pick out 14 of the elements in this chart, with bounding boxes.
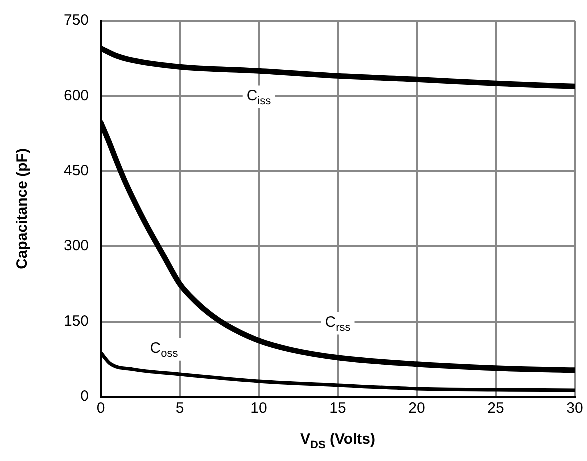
y-tick-label: 0 bbox=[80, 388, 90, 406]
y-tick-label: 450 bbox=[64, 162, 90, 180]
y-axis-title: Capacitance (pF) bbox=[14, 148, 32, 270]
x-tick-label: 20 bbox=[408, 400, 426, 418]
y-tick-label: 300 bbox=[64, 238, 90, 255]
x-tick-label: 10 bbox=[250, 400, 268, 418]
x-tick-label: 25 bbox=[488, 400, 504, 418]
y-tick-label: 150 bbox=[64, 312, 90, 330]
x-tick-label: 15 bbox=[330, 400, 346, 418]
x-tick-label: 0 bbox=[96, 400, 106, 418]
y-tick-label: 750 bbox=[64, 12, 90, 30]
x-tick-label: 30 bbox=[566, 400, 584, 418]
x-tick-label: 5 bbox=[176, 400, 184, 418]
y-tick-label: 600 bbox=[64, 87, 90, 104]
